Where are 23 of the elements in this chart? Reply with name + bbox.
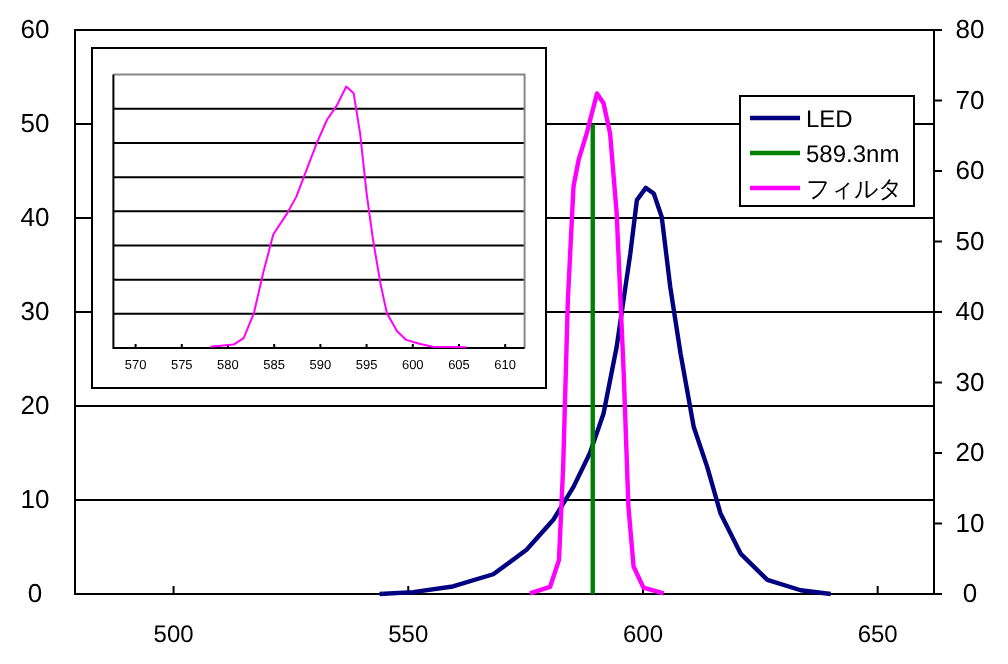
y-tick-label: 20 — [20, 390, 50, 421]
y-tick-label: 30 — [20, 296, 50, 327]
y2-tick-label: 60 — [955, 155, 985, 186]
legend-label: フィルタ — [806, 175, 902, 203]
x-tick-label: 650 — [857, 620, 899, 648]
y2-tick-label: 50 — [955, 225, 985, 256]
legend-label: LED — [806, 105, 854, 133]
y-tick-label: 0 — [27, 578, 43, 609]
y-tick-label: 60 — [20, 14, 50, 45]
y2-tick-label: 20 — [955, 437, 985, 468]
y2-tick-label: 30 — [955, 366, 985, 397]
y2-tick-label: 70 — [955, 84, 985, 115]
y2-tick-label: 40 — [955, 296, 985, 327]
y-tick-label: 40 — [20, 202, 50, 233]
y2-tick-label: 0 — [962, 578, 978, 609]
y2-tick-label: 10 — [955, 507, 985, 538]
x-tick-label: 600 — [622, 620, 664, 648]
y-tick-label: 50 — [20, 108, 50, 139]
y-tick-label: 10 — [20, 484, 50, 515]
y2-tick-label: 80 — [955, 14, 985, 45]
legend-label: 589.3nm — [806, 140, 900, 168]
x-tick-label: 550 — [388, 620, 429, 648]
x-tick-label: 500 — [153, 620, 195, 648]
